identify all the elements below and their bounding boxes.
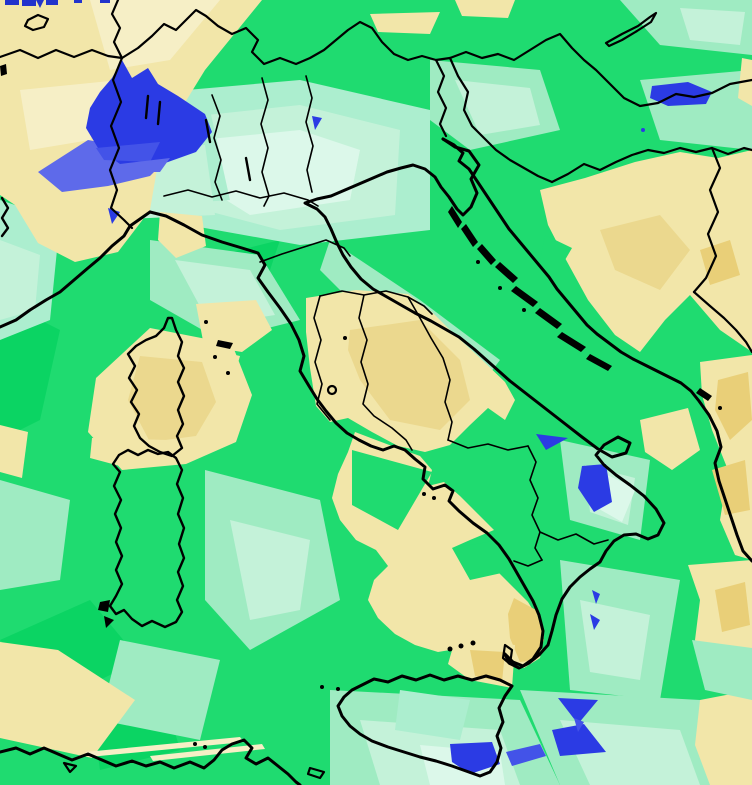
blue-precip-patches: [38, 60, 712, 774]
serbia-border: [692, 146, 722, 294]
alpine-lakes: [144, 94, 252, 182]
corsica-coastline: [126, 316, 186, 458]
island-marks: [62, 206, 722, 780]
green-wedges: [352, 235, 752, 700]
slovenia-croatia-border: [448, 56, 554, 184]
france-italy-border: [108, 56, 134, 230]
montenegro-border: [692, 290, 752, 354]
swiss-west-border: [110, 0, 124, 60]
hungary-border: [448, 32, 752, 108]
region-borders: [163, 75, 609, 567]
blue-southeast-sicily: [450, 742, 500, 774]
slovenia-short-border: [434, 58, 448, 138]
sicily-coastline: [336, 673, 514, 778]
country-borders: [0, 0, 752, 354]
sardinia-coastline: [108, 448, 186, 629]
clipped-label-fragment: [5, 0, 110, 8]
italy-coastline: [148, 137, 666, 670]
alps-east-border: [120, 8, 452, 66]
east-adriatic-coastline: [441, 137, 752, 563]
blue-puglia: [578, 464, 612, 512]
bosnia-border: [550, 146, 752, 184]
lake-geneva: [23, 13, 50, 32]
swiss-south-border: [0, 48, 124, 60]
africa-coastline: [0, 738, 302, 785]
lake-balaton: [604, 11, 658, 48]
